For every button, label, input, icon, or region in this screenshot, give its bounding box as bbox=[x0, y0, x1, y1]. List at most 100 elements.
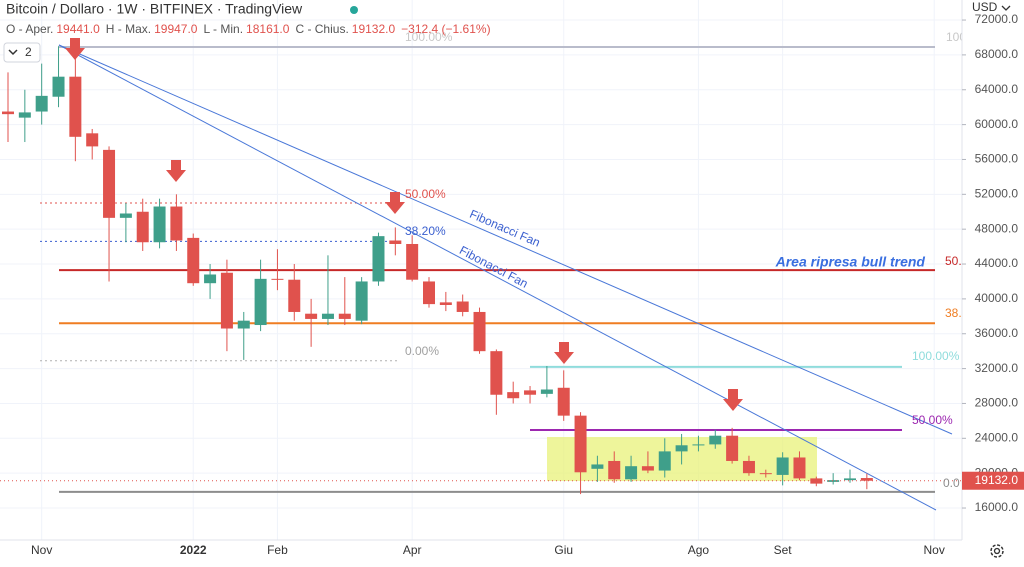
currency[interactable]: USD bbox=[972, 0, 998, 14]
candle-body bbox=[692, 444, 705, 446]
candle-body bbox=[473, 311, 486, 352]
annotation: 50.00% bbox=[912, 413, 953, 427]
candle-body bbox=[641, 466, 654, 471]
candle-body bbox=[271, 278, 284, 280]
down-arrow bbox=[723, 389, 743, 411]
y-tick-label: 60000.0 bbox=[975, 117, 1019, 131]
candle-body bbox=[540, 389, 553, 394]
ohlc-label: C - Chius. bbox=[295, 22, 348, 36]
candle-body bbox=[2, 111, 14, 115]
candle-body bbox=[18, 112, 31, 118]
candle-body bbox=[136, 211, 149, 243]
candle-body bbox=[119, 213, 132, 218]
candle-body bbox=[321, 313, 334, 319]
candle-body bbox=[103, 149, 116, 218]
ohlc-label: L - Min. bbox=[203, 22, 243, 36]
annotation: 50. bbox=[945, 254, 962, 268]
candle-body bbox=[170, 206, 183, 241]
candle-body bbox=[389, 240, 402, 244]
candle-body bbox=[726, 435, 739, 461]
x-tick-label: Nov bbox=[924, 543, 945, 557]
candle-body bbox=[187, 237, 200, 284]
candle-body bbox=[844, 478, 856, 481]
candle-body bbox=[507, 392, 520, 399]
ohlc-value: 18161.0 bbox=[246, 22, 290, 36]
candle-body bbox=[406, 243, 419, 280]
ohlc-header: O - Aper. 19441.0 H - Max. 19947.0 L - Min. 1… bbox=[6, 22, 491, 36]
candle-body bbox=[557, 387, 570, 416]
annotation: 0.0 bbox=[943, 476, 960, 490]
annotation: 50.00% bbox=[405, 187, 446, 201]
candle-body bbox=[793, 457, 806, 479]
candle-body bbox=[625, 466, 638, 480]
candles bbox=[0, 46, 962, 495]
y-tick-label: 40000.0 bbox=[975, 291, 1019, 305]
indicator-count: 2 bbox=[25, 45, 32, 59]
candle-body bbox=[574, 415, 587, 473]
x-tick-label: Ago bbox=[688, 543, 710, 557]
y-tick-label: 64000.0 bbox=[975, 82, 1019, 96]
y-tick-label: 44000.0 bbox=[975, 256, 1019, 270]
price-axis bbox=[962, 0, 1024, 562]
candle-body bbox=[423, 281, 435, 305]
candle-body bbox=[288, 279, 301, 312]
y-tick-label: 16000.0 bbox=[975, 500, 1019, 514]
down-arrow bbox=[385, 192, 405, 214]
candle-body bbox=[524, 390, 537, 395]
fan-line bbox=[58, 44, 953, 435]
y-tick-label: 28000.0 bbox=[975, 396, 1019, 410]
chevron-icon bbox=[8, 49, 18, 56]
annotation: Area ripresa bull trend bbox=[775, 254, 926, 270]
candle-body bbox=[591, 464, 604, 469]
candle-body bbox=[338, 313, 351, 319]
annotation: 100 bbox=[946, 30, 966, 44]
candle-body bbox=[439, 302, 452, 305]
x-tick-label: Feb bbox=[267, 543, 288, 557]
candle-body bbox=[827, 480, 840, 482]
candle-body bbox=[675, 445, 688, 452]
ohlc-label: O - Aper. bbox=[6, 22, 53, 36]
levels bbox=[40, 46, 935, 493]
y-tick-label: 68000.0 bbox=[975, 47, 1019, 61]
ohlc-value: 19947.0 bbox=[154, 22, 198, 36]
last-price-box bbox=[962, 471, 1024, 490]
y-tick-label: 32000.0 bbox=[975, 361, 1019, 375]
candle-body bbox=[860, 478, 873, 481]
y-tick-label: 56000.0 bbox=[975, 152, 1019, 166]
time-axis bbox=[0, 540, 1024, 562]
x-tick-label: Nov bbox=[31, 543, 52, 557]
candle-body bbox=[456, 301, 469, 312]
candle-body bbox=[490, 351, 503, 395]
y-tick-label: 24000.0 bbox=[975, 430, 1019, 444]
arrows bbox=[65, 38, 743, 411]
x-tick-label: Apr bbox=[403, 543, 422, 557]
down-arrow bbox=[65, 38, 85, 60]
candle-body bbox=[305, 313, 318, 319]
x-tick-label: Set bbox=[774, 543, 793, 557]
candle-body bbox=[254, 278, 267, 326]
annotation: 38. bbox=[945, 306, 962, 320]
annotation: 100.00% bbox=[405, 30, 453, 44]
ohlc-label: H - Max. bbox=[106, 22, 151, 36]
fan-line bbox=[58, 44, 937, 511]
annotation: 38.20% bbox=[405, 224, 446, 238]
candle-body bbox=[35, 95, 48, 112]
down-arrow bbox=[554, 342, 574, 364]
candle-body bbox=[608, 460, 621, 480]
candle-body bbox=[69, 76, 82, 137]
y-tick-label: 72000.0 bbox=[975, 12, 1019, 26]
settings-icon[interactable] bbox=[990, 544, 1004, 558]
chart-title: Bitcoin / Dollaro · 1W · BITFINEX · Trad… bbox=[6, 1, 303, 17]
annotation: 0.00% bbox=[405, 344, 439, 358]
candle-body bbox=[86, 133, 99, 147]
candle-body bbox=[372, 236, 385, 282]
last-price-label: 19132.0 bbox=[975, 473, 1019, 487]
indicator-toggle[interactable] bbox=[3, 42, 41, 63]
candle-body bbox=[237, 320, 250, 329]
candle-body bbox=[204, 274, 217, 284]
y-tick-label: 48000.0 bbox=[975, 221, 1019, 235]
status-dot bbox=[350, 6, 358, 14]
candle-body bbox=[759, 473, 772, 475]
candle-body bbox=[355, 281, 368, 321]
